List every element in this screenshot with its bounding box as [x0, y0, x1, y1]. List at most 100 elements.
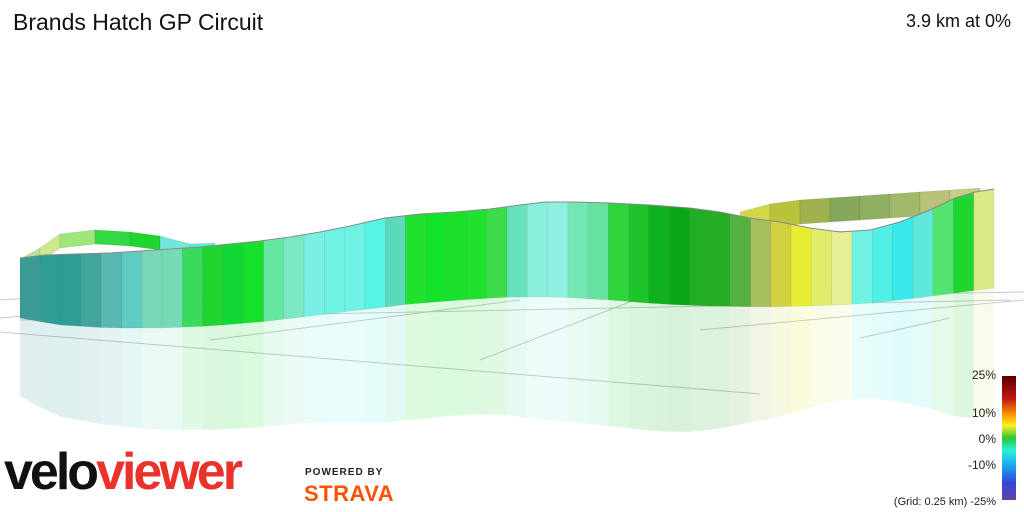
profile-back-segment [889, 191, 921, 219]
profile-wall-segment [202, 244, 224, 327]
profile-wall-segment [121, 250, 143, 329]
profile-wall-segment [953, 191, 975, 294]
profile-wall-segment [689, 207, 711, 307]
profile-back-segment [129, 231, 161, 251]
profile-wall-segment [729, 213, 751, 308]
profile-reflection-segment [912, 295, 934, 410]
profile-wall-segment [831, 230, 853, 306]
profile-wall-segment [60, 253, 82, 327]
logo-viewer-text: viewer [96, 443, 243, 501]
profile-wall-segment [608, 202, 630, 302]
profile-reflection-segment [365, 307, 386, 423]
profile-reflection-segment [324, 311, 345, 423]
profile-wall-segment [344, 222, 366, 313]
profile-wall-segment [932, 198, 954, 297]
profile-reflection-segment [953, 290, 974, 419]
profile-wall-segment [587, 202, 609, 301]
profile-wall-segment [506, 203, 528, 298]
profile-reflection-segment [202, 325, 223, 430]
grid-line [699, 299, 1024, 331]
profile-reflection-segment [162, 327, 183, 430]
profile-reflection-segment [446, 299, 467, 417]
profile-reflection-segment [486, 297, 507, 415]
profile-reflection-segment [750, 306, 771, 423]
profile-reflection-segment [669, 304, 690, 432]
profile-wall-segment [770, 220, 792, 308]
profile-reflection-segment [709, 306, 731, 430]
legend-minus10-label: -10% [967, 458, 996, 472]
grid-line [209, 299, 521, 341]
logo-velo-text: velo [4, 443, 99, 501]
profile-reflection-segment [831, 304, 852, 402]
profile-wall-segment [425, 212, 447, 304]
profile-wall-segment [445, 210, 467, 302]
profile-reflection-segment [40, 321, 61, 417]
profile-reflection [20, 288, 994, 432]
profile-wall-segment [19, 255, 41, 322]
profile-reflection-segment [101, 327, 122, 427]
profile-reflection-segment [243, 321, 264, 429]
strava-logo[interactable]: STRAVA [304, 481, 395, 506]
profile-back-segment [799, 197, 831, 225]
profile-wall-segment [364, 217, 386, 310]
profile-wall-segment [222, 242, 244, 326]
profile-wall-segment [466, 208, 488, 300]
profile-back-segment [94, 229, 131, 247]
profile-reflection-segment [425, 301, 447, 419]
profile-back-segment [859, 193, 891, 221]
profile-reflection-segment [527, 297, 548, 421]
profile-wall-segment [973, 188, 995, 291]
profile-wall-segment [750, 217, 772, 308]
profile-wall-segment [851, 229, 873, 305]
profile-wall-segment [871, 223, 893, 304]
profile-reflection-segment [770, 306, 792, 419]
legend-zero-label: 0% [978, 432, 996, 446]
profile-reflection-segment [121, 328, 142, 429]
profile-wall-segment [912, 208, 934, 299]
profile-wall-segment [141, 249, 163, 329]
profile-reflection-segment [507, 297, 528, 418]
profile-reflection-segment [80, 326, 102, 424]
profile-wall-segment [892, 216, 914, 302]
profile-back-segment [59, 229, 96, 249]
grid-line [0, 331, 761, 395]
profile-reflection-segment [973, 288, 994, 419]
profile-wall-segment [384, 215, 406, 308]
profile-wall-segment [567, 201, 589, 300]
profile-wall-segment [242, 240, 264, 324]
legend-10-label: 10% [971, 406, 996, 420]
profile-reflection-segment [263, 319, 284, 427]
grid-line [859, 317, 951, 339]
profile-wall-segment [628, 203, 650, 304]
profile-wall-segment [80, 252, 102, 328]
distance-gradient-summary: 3.9 km at 0% [905, 11, 1011, 31]
elevation-wall [19, 187, 995, 329]
profile-reflection-segment [344, 309, 365, 423]
gradient-legend-bar [1002, 376, 1016, 500]
profile-top-outline [19, 188, 995, 259]
profile-reflection-segment [892, 298, 913, 405]
profile-wall-segment [100, 251, 122, 329]
veloviewer-logo[interactable]: veloviewer [4, 443, 243, 501]
profile-reflection-segment [567, 297, 589, 424]
grid-scale-note: (Grid: 0.25 km) -25% [893, 496, 996, 508]
profile-reflection-segment [141, 327, 162, 430]
profile-wall-segment [526, 201, 548, 298]
profile-wall-segment [39, 254, 61, 326]
profile-wall-segment [790, 223, 812, 307]
profile-reflection-segment [405, 302, 426, 421]
profile-reflection-segment [20, 318, 41, 408]
profile-reflection-segment [608, 299, 629, 429]
profile-reflection-segment [730, 306, 751, 427]
profile-wall-segment [182, 246, 203, 328]
profile-wall-segment [486, 206, 508, 299]
profile-wall-segment [547, 201, 569, 298]
profile-reflection-segment [852, 302, 873, 400]
legend-max-label: 25% [971, 368, 996, 382]
profile-wall-segment [303, 230, 325, 318]
profile-wall-segment [263, 237, 285, 322]
profile-wall-segment [668, 206, 690, 306]
profile-reflection-segment [60, 325, 81, 421]
profile-wall-segment [811, 227, 833, 307]
